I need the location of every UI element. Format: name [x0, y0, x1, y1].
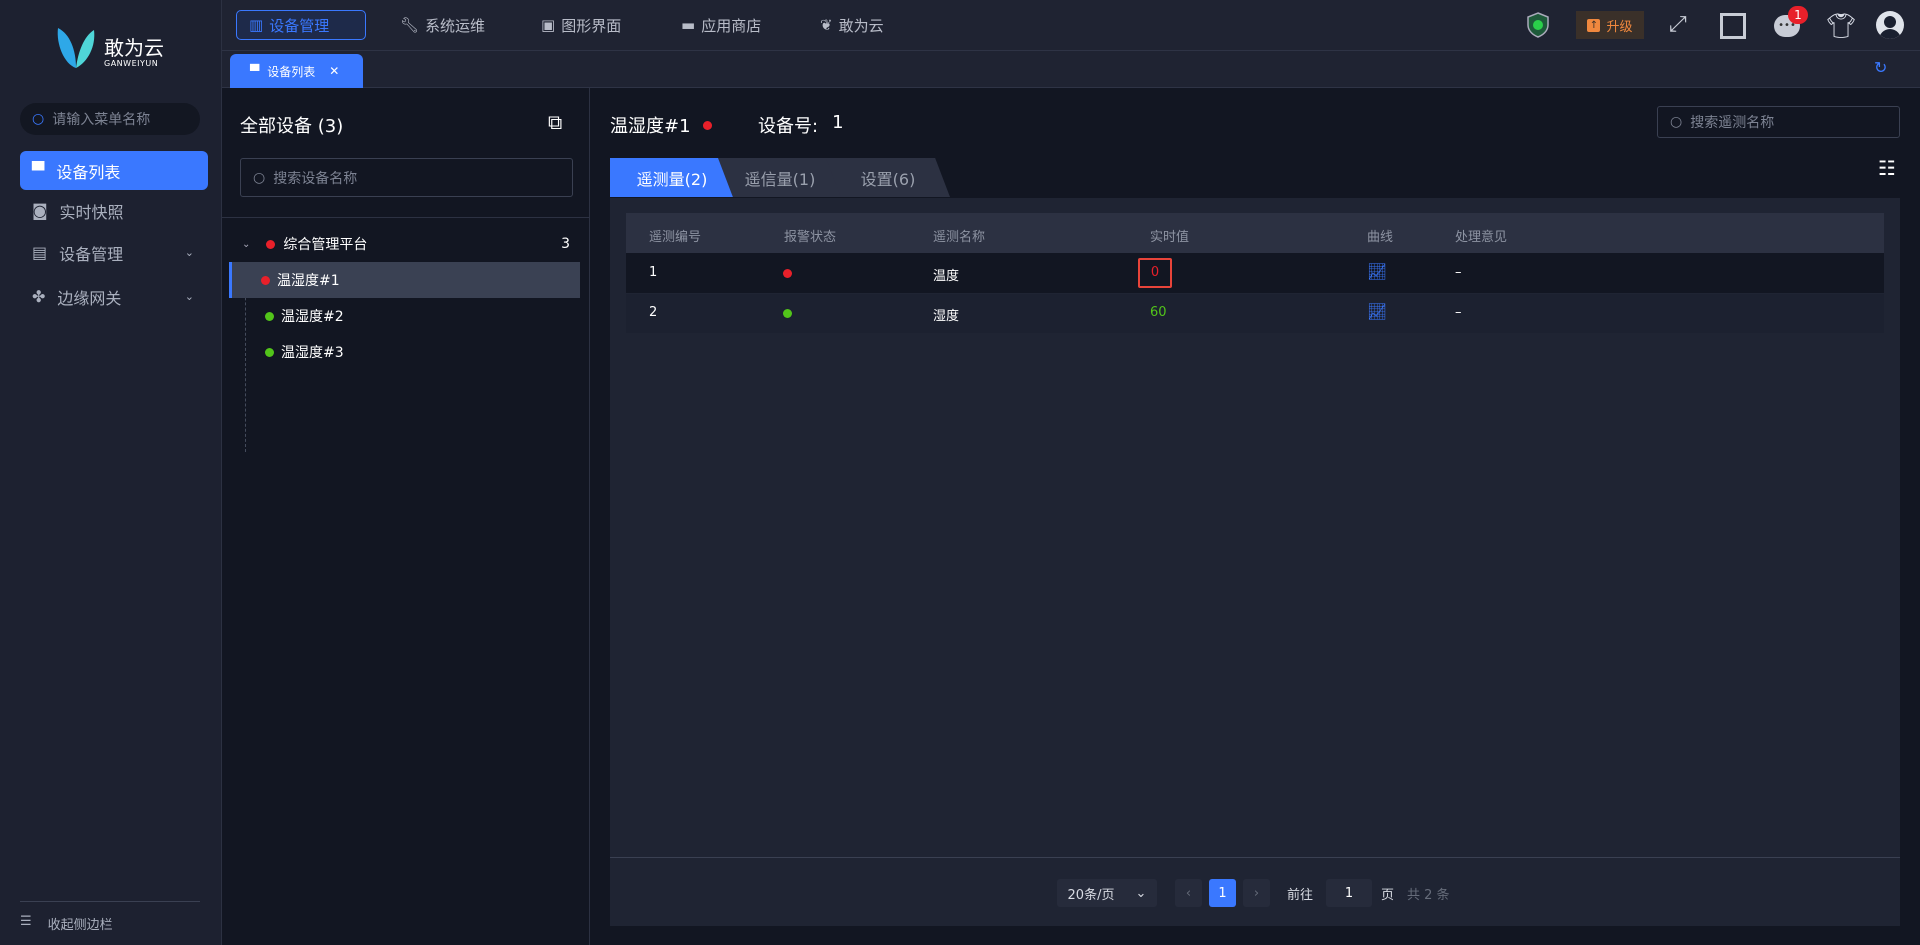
device-search-input[interactable]: ○ 搜索设备名称 [240, 158, 573, 197]
tree-guide-line [245, 262, 246, 452]
cell-opinion: – [1455, 305, 1462, 320]
server-icon: ▤ [32, 243, 48, 262]
tab-telesignal[interactable]: 遥信量(1) [718, 158, 842, 197]
tab-device-list[interactable]: ▀ 设备列表 ✕ [230, 54, 363, 88]
prev-page-button[interactable]: ‹ [1175, 879, 1202, 907]
column-header: 曲线 [1367, 230, 1394, 245]
wrench-icon: 🔧︎ [400, 16, 420, 34]
menu-search-input[interactable]: ○ 请输入菜单名称 [20, 103, 200, 135]
divider [610, 857, 1900, 858]
collapse-icon: ☰ [20, 914, 32, 929]
collapse-sidebar-button[interactable]: ☰ 收起侧边栏 [20, 914, 113, 933]
external-link-icon[interactable]: ⧉ [548, 110, 563, 134]
alarm-status-dot [783, 269, 792, 278]
tree-item-device-3[interactable]: 温湿度#3 [222, 334, 580, 370]
goto-page-input[interactable]: 1 [1326, 879, 1372, 907]
search-icon: ○ [1670, 114, 1683, 130]
device-number: 设备号: 1 [758, 112, 844, 137]
upgrade-button[interactable]: ↑ 升级 [1576, 11, 1644, 39]
cell-id: 2 [649, 305, 658, 320]
chart-line-icon[interactable]: 📈︎ [1367, 262, 1388, 281]
search-icon: ○ [253, 169, 266, 186]
chevron-down-icon: ⌄ [184, 290, 194, 303]
monitor-icon: ▀ [32, 161, 45, 180]
cell-id: 1 [649, 265, 658, 280]
close-icon[interactable]: ✕ [329, 64, 340, 78]
sidebar-item-device-management[interactable]: ▤ 设备管理 ⌄ [32, 243, 194, 264]
refresh-icon[interactable]: ↻ [1874, 58, 1888, 77]
column-header: 遥测名称 [933, 230, 986, 245]
search-icon: ○ [32, 111, 45, 127]
message-badge: 1 [1788, 6, 1808, 24]
avatar[interactable] [1876, 11, 1904, 39]
nav-system-ops[interactable]: 🔧︎ 系统运维 [400, 16, 486, 35]
status-dot [265, 311, 274, 321]
store-icon: ▬ [681, 16, 696, 34]
status-dot [265, 347, 274, 357]
device-tree-panel: 全部设备 (3) ⧉ ○ 搜索设备名称 ⌄ 综合管理平台 3 温湿度#1 温湿度#2 … [222, 88, 590, 945]
status-dot [266, 239, 276, 249]
chart-line-icon[interactable]: 📈︎ [1367, 302, 1388, 321]
cell-name: 湿度 [933, 309, 960, 324]
status-dot [702, 120, 712, 130]
sidebar: 敢为云 GANWEIYUN ○ 请输入菜单名称 ▀ 设备列表 ◙ 实时快照 ▤ 设备管… [0, 0, 222, 945]
tree-root[interactable]: ⌄ 综合管理平台 3 [242, 236, 570, 253]
device-name: 温湿度#1 [610, 112, 712, 138]
sidebar-item-device-list[interactable]: ▀ 设备列表 [20, 151, 208, 190]
tree-title: 全部设备 (3) [240, 116, 344, 137]
total-count: 共 2 条 [1407, 887, 1450, 903]
nav-app-store[interactable]: ▬ 应用商店 [681, 16, 762, 35]
gateway-icon: ✤ [32, 287, 46, 306]
table-row[interactable] [626, 294, 1884, 333]
page-1-button[interactable]: 1 [1209, 879, 1236, 907]
window-frame-icon[interactable] [1720, 13, 1746, 39]
alarm-status-dot [783, 309, 792, 318]
divider [222, 217, 590, 218]
tab-bar [222, 51, 1920, 88]
brand-sub: GANWEIYUN [104, 59, 159, 68]
nav-device-management[interactable]: ▥ 设备管理 [236, 10, 366, 40]
security-shield-icon[interactable] [1526, 12, 1550, 38]
column-header: 处理意见 [1455, 230, 1508, 245]
page-size-select[interactable]: 20条/页 ⌄ [1057, 879, 1157, 907]
butterfly-logo-icon [54, 24, 98, 72]
cell-name: 温度 [933, 269, 960, 284]
theme-shirt-icon[interactable]: 👕︎ [1826, 12, 1857, 40]
telemetry-search-input[interactable]: ○ 搜索遥测名称 [1657, 106, 1900, 138]
table-row[interactable] [626, 253, 1884, 293]
device-icon: ▥ [249, 16, 264, 34]
chevron-down-icon: ⌄ [242, 238, 251, 250]
page-unit-label: 页 [1381, 887, 1395, 903]
display-icon: ▣ [541, 16, 556, 34]
sidebar-item-edge-gateway[interactable]: ✤ 边缘网关 ⌄ [32, 287, 194, 308]
column-header: 实时值 [1150, 230, 1190, 245]
tab-telemetry[interactable]: 遥测量(2) [610, 158, 734, 197]
cell-opinion: – [1455, 265, 1462, 280]
chevron-down-icon: ⌄ [1135, 885, 1147, 901]
device-count: 3 [561, 236, 570, 252]
column-header: 遥测编号 [649, 230, 702, 245]
column-header: 报警状态 [784, 230, 837, 245]
camera-icon: ◙ [32, 201, 48, 220]
column-settings-icon[interactable]: ☷ [1878, 156, 1896, 180]
cell-value: 0 [1138, 258, 1172, 288]
monitor-icon: ▀ [250, 64, 260, 78]
cell-value: 60 [1150, 305, 1167, 320]
chevron-down-icon: ⌄ [184, 246, 194, 259]
tab-settings[interactable]: 设置(6) [826, 158, 950, 197]
sidebar-item-snapshot[interactable]: ◙ 实时快照 [32, 201, 124, 222]
upgrade-icon: ↑ [1587, 18, 1601, 32]
next-page-button[interactable]: › [1243, 879, 1270, 907]
divider [20, 901, 200, 902]
fullscreen-icon[interactable]: ⤢ [1669, 12, 1687, 37]
nav-ganweiyun[interactable]: ❦ 敢为云 [820, 16, 884, 35]
tree-item-device-2[interactable]: 温湿度#2 [222, 298, 580, 334]
tree-item-device-1[interactable]: 温湿度#1 [229, 262, 580, 298]
table-header [626, 213, 1884, 253]
butterfly-icon: ❦ [820, 16, 833, 34]
goto-label: 前往 [1287, 887, 1314, 903]
nav-graphics[interactable]: ▣ 图形界面 [541, 16, 622, 35]
status-dot [261, 275, 270, 285]
brand-name: 敢为云 [104, 36, 164, 60]
